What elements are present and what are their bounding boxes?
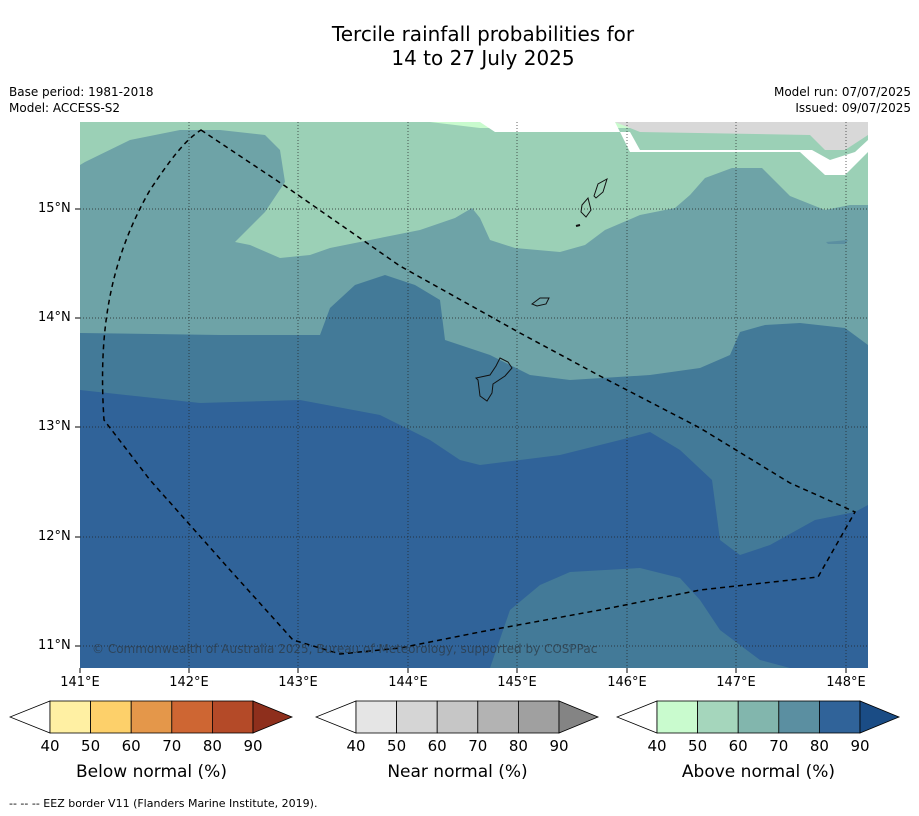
model-name: Model: ACCESS-S2	[9, 101, 121, 115]
near-normal-tick-label: 70	[468, 737, 488, 755]
below-normal-tick-label: 40	[40, 737, 60, 755]
below-normal-tick-label: 80	[202, 737, 222, 755]
lat-label-11: 11°N	[38, 638, 71, 653]
base-period: Base period: 1981-2018	[9, 85, 154, 99]
lon-label-147: 147°E	[716, 675, 756, 690]
above-normal-arrow-high	[859, 700, 901, 734]
below-normal-tick-label: 70	[162, 737, 182, 755]
meta-right: Model run: 07/07/2025 Issued: 09/07/2025	[774, 84, 911, 116]
above-normal-tick-label: 40	[647, 737, 667, 755]
below-normal-swatch-5	[211, 700, 254, 734]
near-normal-swatch-5	[517, 700, 560, 734]
near-normal-tick-label: 50	[387, 737, 407, 755]
above-normal-tick-label: 80	[809, 737, 829, 755]
lon-label-144: 144°E	[388, 675, 428, 690]
above-normal-label: Above normal (%)	[681, 762, 836, 782]
below-normal-swatch-2	[90, 700, 132, 734]
aguijan-island	[575, 224, 581, 227]
eez-border	[101, 129, 857, 655]
near-normal-arrow-low	[315, 700, 357, 734]
graticule	[80, 122, 868, 668]
below-normal-swatch-1	[49, 700, 91, 734]
lon-label-145: 145°E	[497, 675, 537, 690]
chart-title: Tercile rainfall probabilities for 14 to…	[0, 22, 919, 70]
lon-label-148: 148°E	[826, 675, 866, 690]
above-normal-tick-label: 60	[728, 737, 748, 755]
lon-label-141: 141°E	[60, 675, 100, 690]
lon-label-146: 146°E	[607, 675, 647, 690]
near-normal-tick-label: 90	[549, 737, 569, 755]
near-normal-swatch-1	[355, 700, 397, 734]
near-normal-label: Near normal (%)	[387, 762, 528, 782]
title-line-2: 14 to 27 July 2025	[391, 46, 575, 70]
lat-label-15: 15°N	[38, 201, 71, 216]
below-normal-tick-label: 50	[81, 737, 101, 755]
zone-70-80-south	[490, 568, 790, 668]
below-normal-label: Below normal (%)	[76, 762, 227, 782]
lon-label-143: 143°E	[278, 675, 318, 690]
below-normal-swatch-3	[130, 700, 173, 734]
saipan-island	[593, 177, 608, 199]
above-normal-tick-label: 50	[688, 737, 708, 755]
below-normal-arrow-high	[252, 700, 294, 734]
near-normal-arrow-high	[558, 700, 600, 734]
above-normal-swatch-4	[778, 700, 820, 734]
above-normal-colorbar	[616, 700, 901, 734]
islands	[474, 177, 608, 402]
near-normal-swatch-2	[396, 700, 438, 734]
above-normal-swatch-1	[656, 700, 698, 734]
title-line-1: Tercile rainfall probabilities for	[331, 22, 635, 46]
above-normal-swatch-2	[697, 700, 739, 734]
near-normal-swatch-4	[477, 700, 519, 734]
white-gap	[480, 122, 868, 175]
below-normal-colorbar	[9, 700, 294, 734]
above-normal-tick-label: 70	[769, 737, 789, 755]
zone-50-60	[80, 122, 868, 258]
axis-ticks	[75, 208, 847, 673]
lat-label-13: 13°N	[38, 419, 71, 434]
copyright-credit: © Commonwealth of Australia 2025, Bureau…	[92, 642, 598, 656]
rota-island	[530, 297, 550, 307]
near-normal-tick-label: 60	[427, 737, 447, 755]
tinian-island	[580, 196, 592, 218]
map-fill-layer	[80, 122, 868, 668]
above-normal-arrow-low	[616, 700, 658, 734]
issued-date: Issued: 09/07/2025	[795, 101, 911, 115]
eez-footnote: -- -- -- EEZ border V11 (Flanders Marine…	[9, 797, 318, 810]
above-normal-tick-label: 90	[850, 737, 870, 755]
below-normal-arrow-low	[9, 700, 51, 734]
near-normal-tick-label: 80	[508, 737, 528, 755]
small-patch	[826, 240, 848, 244]
below-normal-tick-label: 60	[121, 737, 141, 755]
probability-map	[75, 122, 868, 673]
zone-near-normal	[615, 122, 868, 150]
meta-left: Base period: 1981-2018 Model: ACCESS-S2	[9, 84, 154, 116]
lat-label-14: 14°N	[38, 310, 71, 325]
lon-label-142: 142°E	[169, 675, 209, 690]
above-normal-swatch-5	[818, 700, 861, 734]
near-normal-swatch-3	[436, 700, 479, 734]
near-normal-colorbar	[315, 700, 600, 734]
below-normal-swatch-4	[171, 700, 213, 734]
below-normal-tick-label: 90	[243, 737, 263, 755]
near-normal-tick-label: 40	[346, 737, 366, 755]
above-normal-swatch-3	[737, 700, 780, 734]
model-run: Model run: 07/07/2025	[773, 85, 911, 99]
guam-island	[474, 357, 513, 402]
lat-label-12: 12°N	[38, 529, 71, 544]
